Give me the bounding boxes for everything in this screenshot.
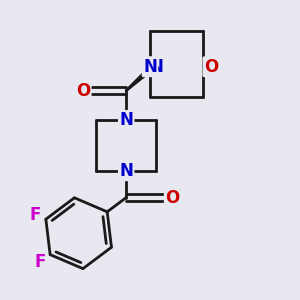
Text: N: N xyxy=(149,58,163,76)
Text: F: F xyxy=(35,253,46,271)
Text: N: N xyxy=(119,162,133,180)
Text: O: O xyxy=(165,189,179,207)
Text: O: O xyxy=(204,58,218,76)
Text: F: F xyxy=(29,206,40,224)
Text: N: N xyxy=(119,111,133,129)
Text: O: O xyxy=(76,82,90,100)
Text: N: N xyxy=(143,58,157,76)
